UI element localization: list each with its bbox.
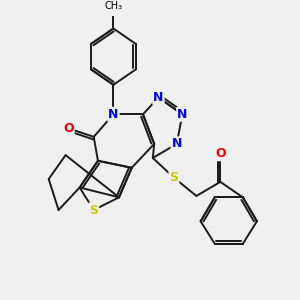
Text: N: N	[177, 108, 188, 121]
Text: S: S	[169, 171, 178, 184]
Text: N: N	[172, 137, 182, 150]
Text: N: N	[153, 91, 164, 104]
Text: S: S	[89, 203, 98, 217]
Text: N: N	[108, 108, 118, 121]
Text: CH₃: CH₃	[104, 1, 122, 11]
Text: O: O	[215, 147, 226, 160]
Text: O: O	[63, 122, 74, 135]
